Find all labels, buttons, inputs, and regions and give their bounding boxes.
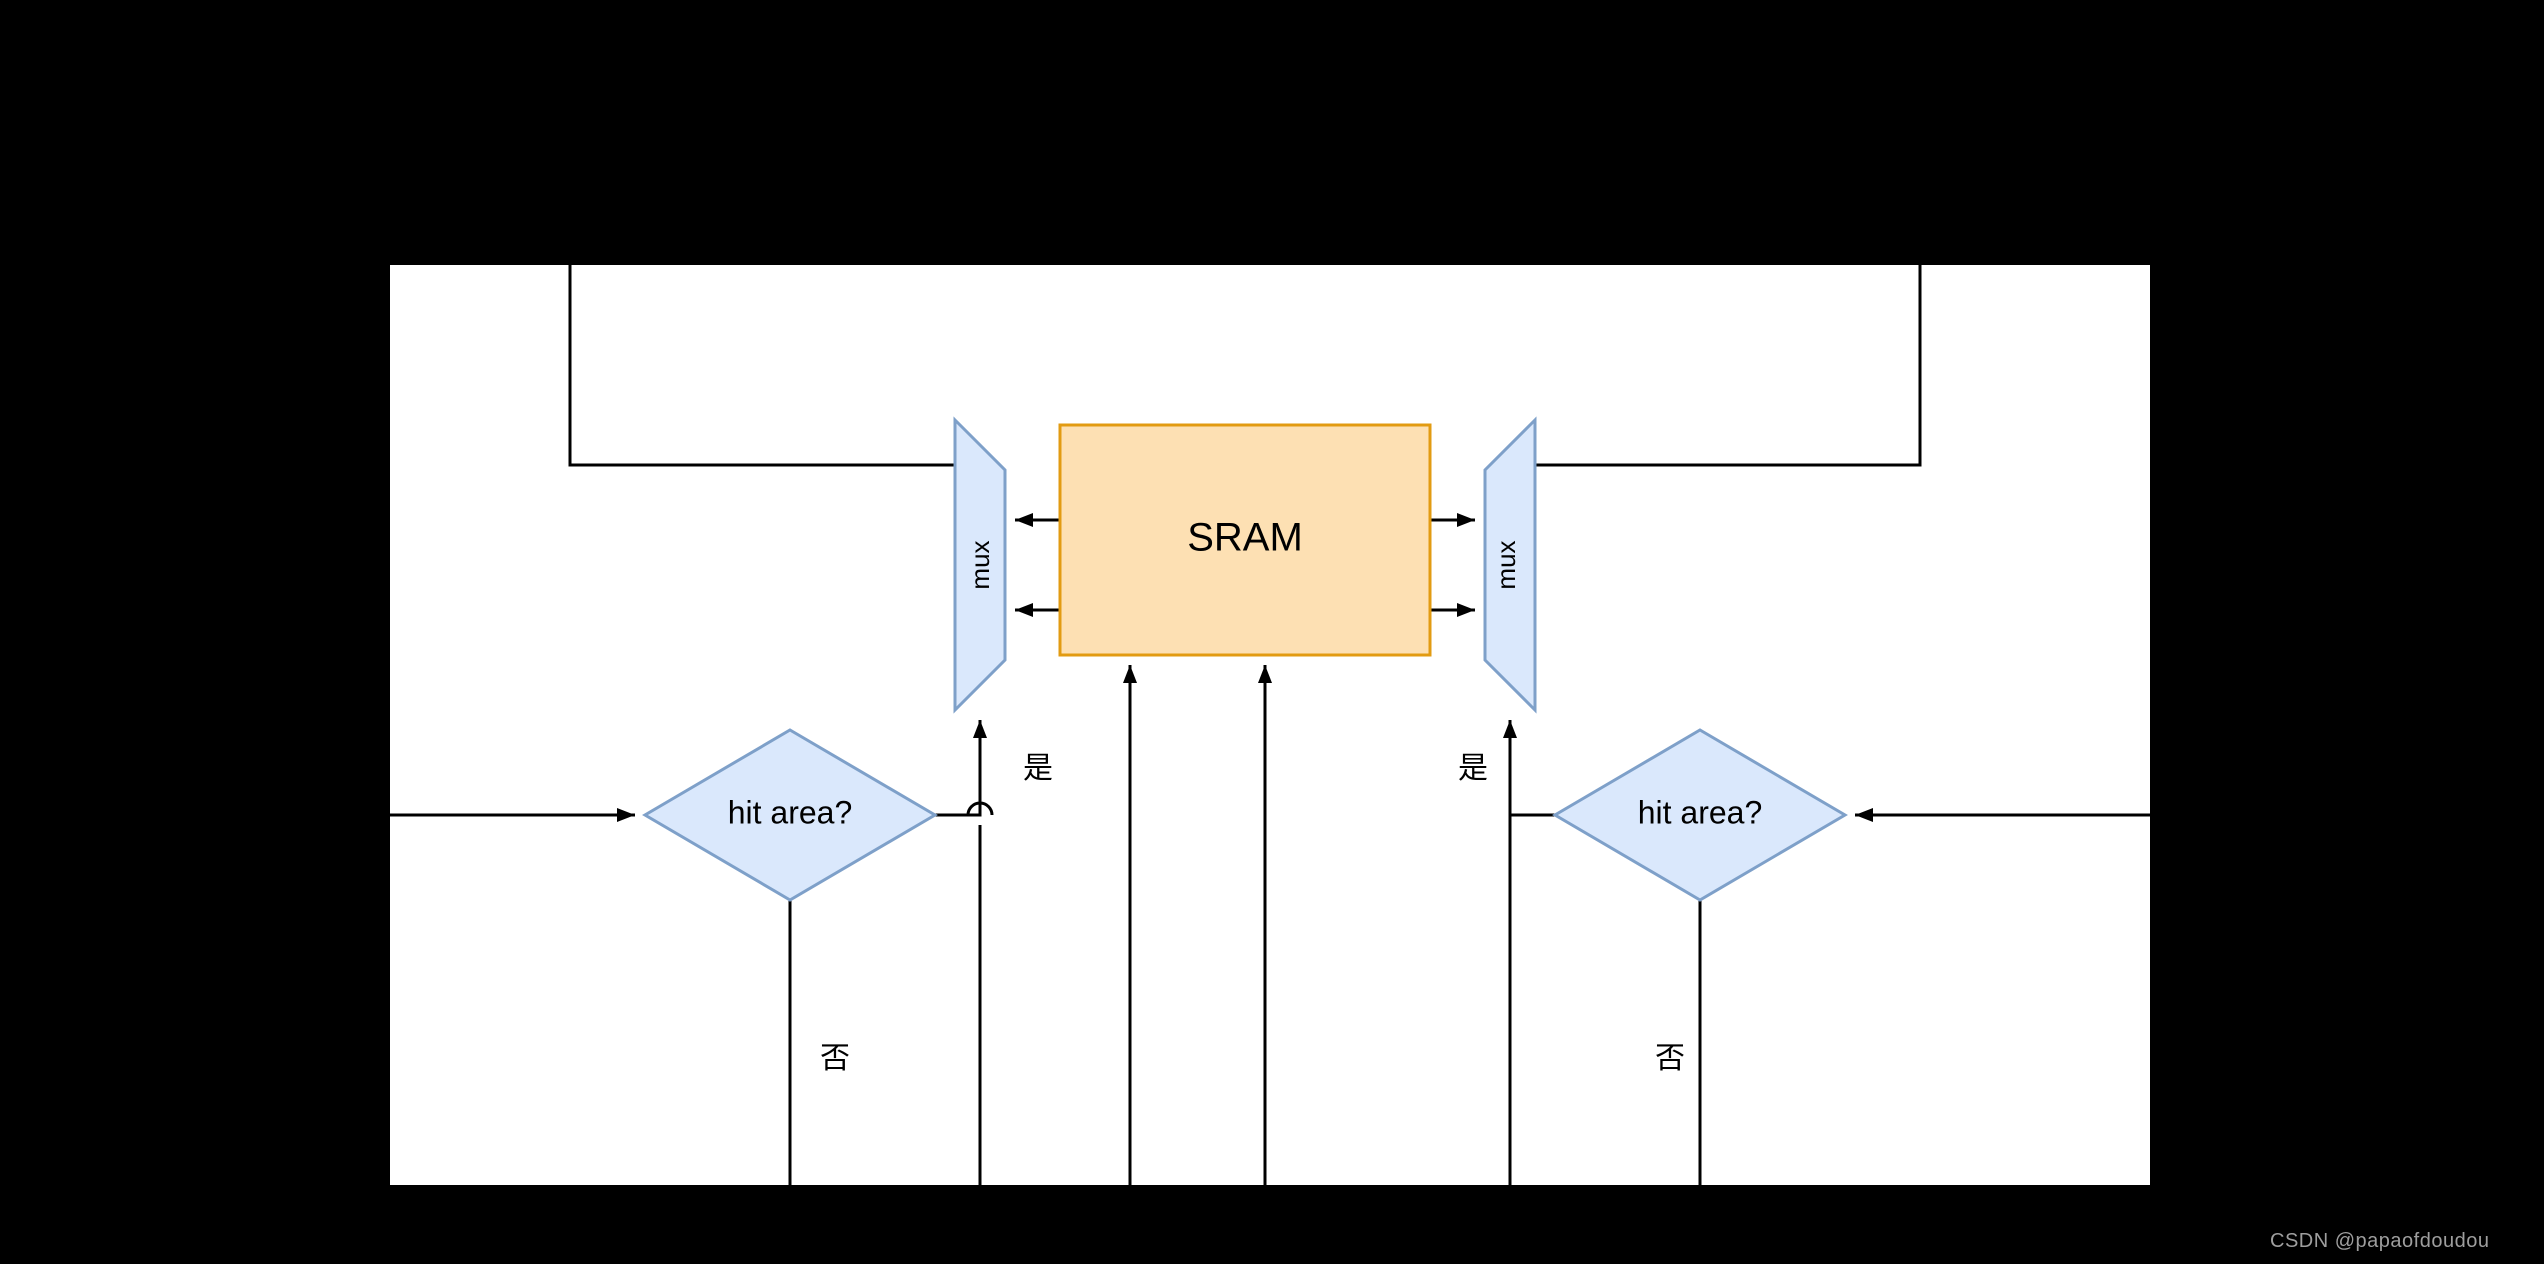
- edge: [1510, 720, 1555, 815]
- mux-label: mux: [965, 540, 995, 589]
- edge-label-no_right: 否: [1655, 1042, 1685, 1075]
- edge: [570, 265, 955, 465]
- edge-label-yes_right: 是: [1458, 752, 1488, 785]
- edge: [1535, 265, 1920, 465]
- diagram-canvas: SRAM mux mux hit area? hit area? 是 是否 否: [390, 265, 2150, 1185]
- diagram-svg: SRAM mux mux hit area? hit area? 是 是否 否: [390, 265, 2150, 1185]
- edge-label-yes_left: 是: [1023, 752, 1053, 785]
- sram-label: SRAM: [1187, 516, 1303, 560]
- page: SRAM mux mux hit area? hit area? 是 是否 否 CSDN @p…: [0, 0, 2544, 1264]
- watermark-text: CSDN @papaofdoudou: [2270, 1230, 2489, 1253]
- decision-label: hit area?: [728, 794, 853, 830]
- mux-label: mux: [1491, 540, 1521, 589]
- decision-label: hit area?: [1638, 794, 1763, 830]
- edge: [935, 720, 980, 815]
- edge-label-no_left: 否: [820, 1042, 850, 1075]
